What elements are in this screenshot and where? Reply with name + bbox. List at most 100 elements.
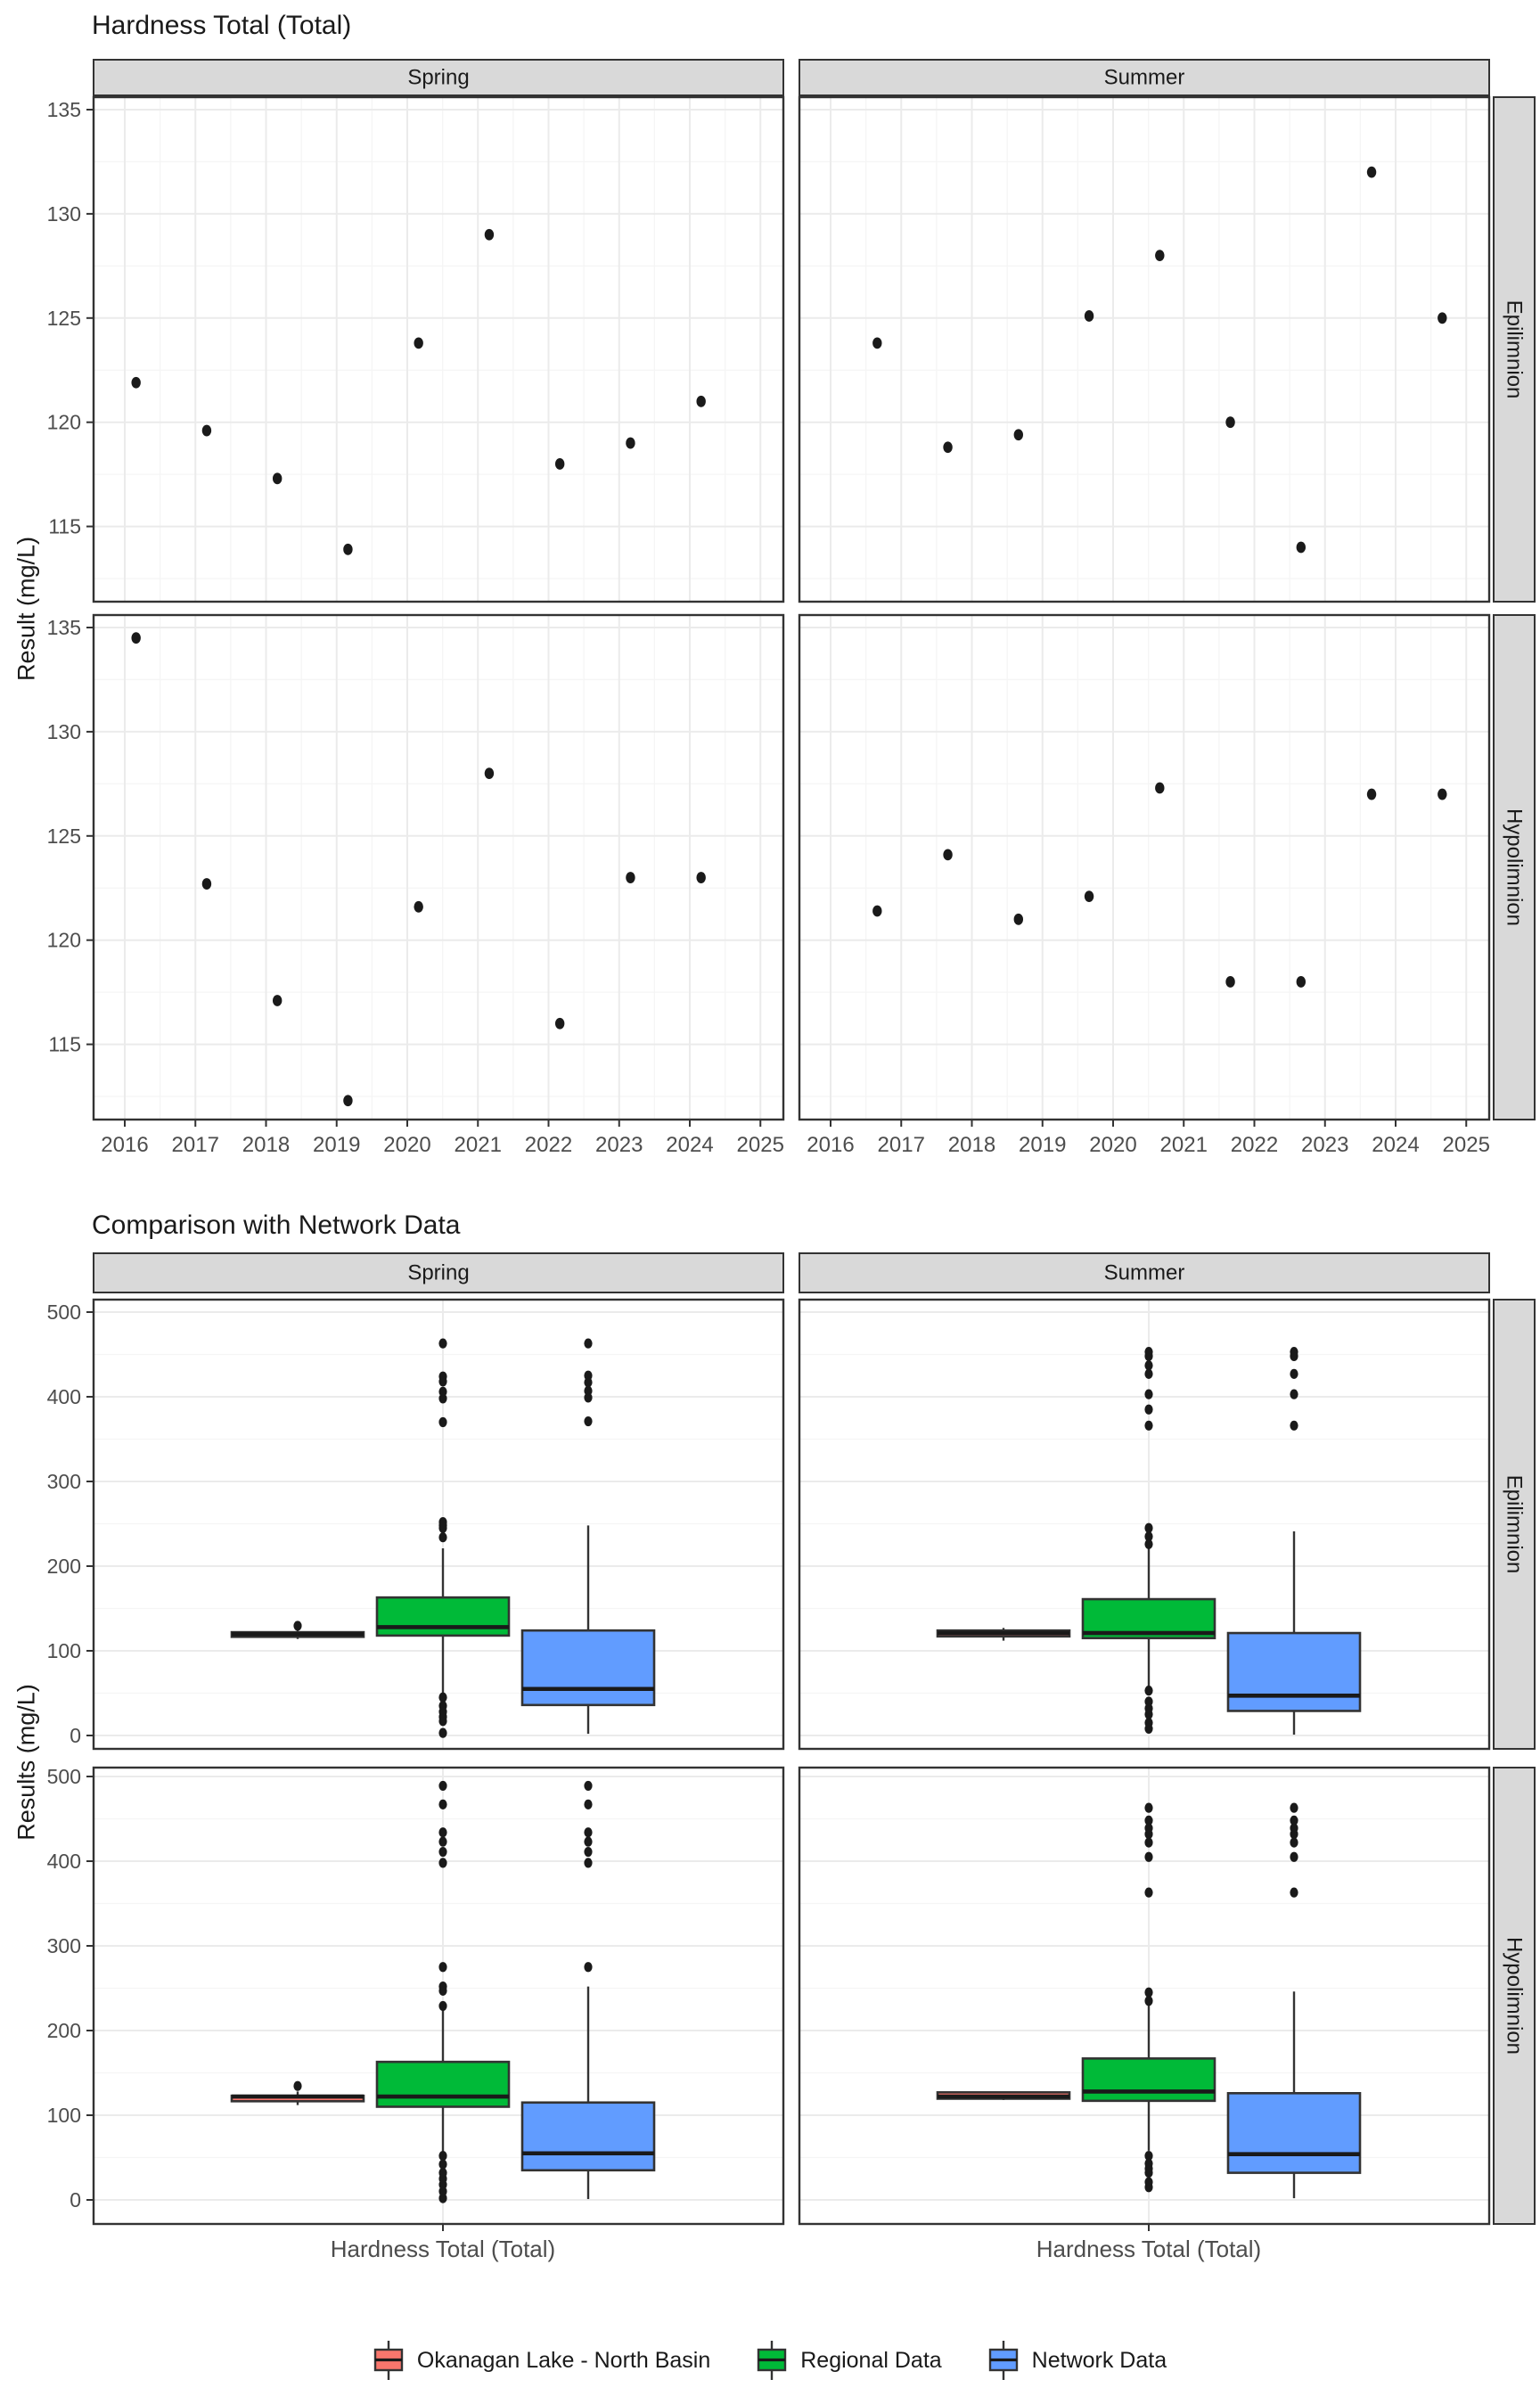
outlier-point [1144, 1347, 1153, 1358]
outlier-point [584, 1836, 593, 1847]
x-tick-label: 2016 [101, 1133, 148, 1157]
legend-item-okanagan-lake: Okanagan Lake - North Basin [373, 2340, 710, 2381]
outlier-point [1144, 1696, 1153, 1707]
y-tick-label: 120 [47, 411, 81, 434]
facet-strip-label: Spring [407, 66, 469, 90]
box-iqr [1081, 2057, 1216, 2103]
outlier-point [1290, 1837, 1298, 1848]
outlier-point [1144, 1823, 1153, 1834]
facet-strip-spring: Spring [93, 59, 784, 96]
outlier-point [1290, 1851, 1298, 1862]
boxplot-key-glyph [988, 2341, 1018, 2380]
outlier-point [1144, 1718, 1153, 1728]
outlier-point [1144, 1420, 1153, 1431]
boxplot-okanagan-lake-north-basin [230, 1621, 365, 1639]
outlier-point [1144, 1987, 1153, 1998]
y-tick-label: 200 [47, 2019, 81, 2042]
boxplot-network-data [1226, 1347, 1362, 1735]
panel-background [94, 1768, 783, 2224]
boxplot-chart-title: Comparison with Network Data [92, 1210, 461, 1240]
facet-strip-box [93, 1252, 784, 1293]
y-tick-label: 130 [47, 202, 81, 226]
panel-border [798, 1766, 1491, 2226]
data-point [343, 1095, 353, 1107]
legend: Okanagan Lake - North Basin Regional Dat… [0, 2334, 1540, 2387]
y-tick-label: 400 [47, 1850, 81, 1873]
outlier-point [438, 2151, 447, 2162]
panel-spring-epilimnion [92, 95, 785, 603]
y-tick-label: 300 [47, 1470, 81, 1493]
x-tick-label: 2025 [1443, 1133, 1490, 1157]
outlier-point [438, 2000, 447, 2012]
outlier-point [1144, 1837, 1153, 1848]
box-iqr [520, 2101, 656, 2172]
boxplot-okanagan-lake-north-basin [230, 2080, 365, 2105]
outlier-point [584, 1385, 593, 1396]
facet-strip-hypolimnion: Hypolimnion [1493, 1767, 1536, 2225]
outlier-point [438, 1836, 447, 1847]
outlier-point [438, 1692, 447, 1703]
outlier-point [1144, 1887, 1153, 1898]
data-point [1296, 976, 1307, 988]
facet-strip-label: Summer [1104, 66, 1185, 90]
legend-label: Network Data [1031, 2347, 1167, 2373]
boxplot-regional-data [375, 1338, 511, 1738]
y-tick-label: 100 [47, 1639, 81, 1662]
panel-border [798, 95, 1491, 603]
x-tick-label: 2025 [737, 1133, 784, 1157]
outlier-point [438, 1846, 447, 1858]
x-tick-label: 2018 [242, 1133, 290, 1157]
outlier-point [1144, 2151, 1153, 2162]
data-point [414, 337, 423, 349]
y-tick-label: 500 [47, 1301, 81, 1324]
data-point [1225, 416, 1235, 429]
data-point [272, 995, 283, 1006]
panel-background [799, 1768, 1489, 2224]
outlier-point [1144, 1539, 1153, 1549]
box-iqr [1226, 1631, 1362, 1712]
outlier-point [1144, 2158, 1153, 2169]
boxplot-network-data [1226, 1802, 1362, 2199]
panel-spring-epilimnion [92, 1298, 785, 1751]
outlier-point [584, 1846, 593, 1858]
legend-item-regional-data: Regional Data [757, 2340, 942, 2381]
data-point [943, 849, 953, 861]
facet-strip-box [1493, 96, 1536, 603]
outlier-point [1144, 1851, 1153, 1862]
data-point [1438, 312, 1447, 324]
outlier-point [438, 2159, 447, 2170]
facet-strip-box [1493, 1299, 1536, 1750]
box-iqr [375, 1596, 511, 1637]
y-tick-label: 135 [47, 98, 81, 121]
facet-strip-label: Hypolimnion [1503, 1937, 1527, 2055]
outlier-point [1144, 1368, 1153, 1379]
boxplot-key-icon [757, 2340, 787, 2381]
x-tick-label: 2020 [383, 1133, 430, 1157]
legend-label: Regional Data [800, 2347, 942, 2373]
x-tick-label: 2018 [948, 1133, 995, 1157]
outlier-point [438, 1371, 447, 1382]
x-tick-label: 2022 [1231, 1133, 1278, 1157]
outlier-point [438, 2168, 447, 2179]
boxplot-okanagan-lake-north-basin [936, 1628, 1071, 1641]
x-tick-label: 2021 [455, 1133, 502, 1157]
outlier-point [1290, 1347, 1298, 1358]
facet-strip-summer: Summer [799, 59, 1490, 96]
facet-strip-box [799, 1252, 1490, 1293]
boxplot-key-icon [988, 2340, 1019, 2381]
outlier-point [438, 1386, 447, 1397]
outlier-point [438, 1982, 447, 1992]
boxplot-key-icon [373, 2340, 404, 2381]
facet-strip-box [1493, 1767, 1536, 2225]
y-tick-label: 115 [48, 1033, 81, 1056]
y-tick-label: 0 [70, 1724, 81, 1747]
data-point [696, 872, 706, 883]
outlier-point [1290, 1823, 1298, 1834]
panel-border [92, 95, 785, 603]
x-tick-label: 2024 [1372, 1133, 1419, 1157]
boxplot-regional-data [375, 1780, 511, 2203]
panel-border [92, 1298, 785, 1751]
panel-border [92, 1766, 785, 2226]
boxplot-network-data [520, 1338, 656, 1735]
